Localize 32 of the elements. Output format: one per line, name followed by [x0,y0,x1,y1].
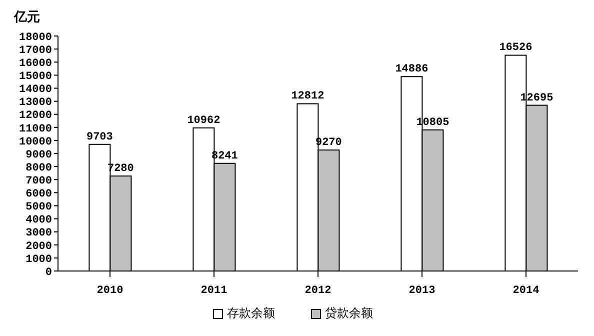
y-tick-label: 0 [45,266,52,279]
x-tick-label: 2010 [96,284,124,297]
y-tick-label: 1000 [26,254,52,266]
y-tick-label: 14000 [18,84,52,96]
x-tick-label: 2011 [200,284,228,297]
x-tick-label: 2014 [512,284,540,297]
x-tick-label: 2012 [304,284,332,297]
y-tick-label: 3000 [26,228,52,240]
y-tick-label: 7000 [26,176,52,188]
data-label: 16526 [499,42,532,54]
y-tick-label: 10000 [18,136,52,148]
y-tick-label: 16000 [18,58,52,70]
y-tick-label: 17000 [18,44,52,57]
x-tick-label: 2013 [408,284,436,297]
y-tick-label: 2000 [26,240,52,253]
y-tick-label: 12000 [18,110,52,122]
y-tick-label: 11000 [18,123,52,136]
y-tick-label: 8000 [26,162,52,174]
data-label: 9703 [86,131,114,144]
y-tick-label: 6000 [26,188,52,201]
data-label: 12812 [291,90,324,103]
y-tick-label: 13000 [18,97,52,110]
y-tick-label: 4000 [26,214,52,227]
y-tick-label: 5000 [26,202,52,214]
y-axis-title: 亿元 [14,9,40,26]
y-tick-label: 18000 [18,32,52,44]
legend-label: 存款余额 [227,305,275,322]
data-label: 14886 [395,64,428,76]
data-label: 10962 [187,114,220,127]
y-tick-label: 9000 [26,149,52,162]
legend-label: 贷款余额 [325,305,373,322]
y-tick-label: 15000 [18,71,52,84]
